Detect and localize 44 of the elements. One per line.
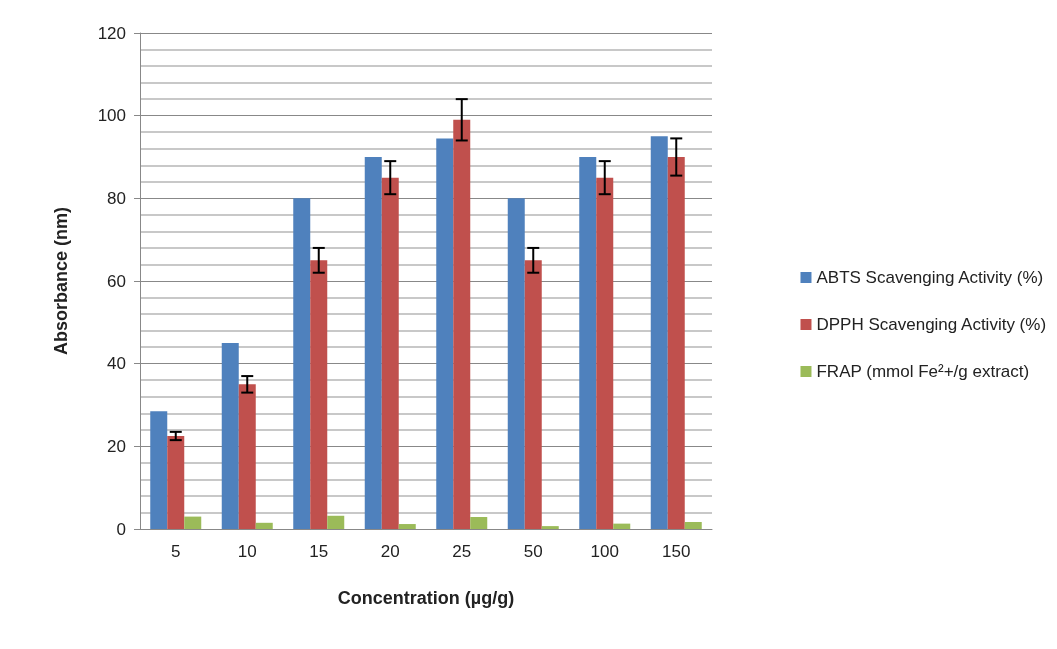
legend-label: FRAP (mmol Fe²+/g extract): [816, 362, 1030, 381]
bar: [436, 138, 454, 529]
bar: [221, 343, 239, 529]
x-tick-label: 20: [380, 542, 400, 561]
bar: [327, 515, 345, 529]
bar: [650, 136, 668, 529]
bar: [579, 157, 597, 529]
bar: [150, 411, 168, 529]
bar: [364, 157, 382, 529]
bar: [238, 384, 256, 529]
x-tick-label: 10: [237, 542, 257, 561]
y-tick-label: 80: [107, 188, 126, 208]
bar: [613, 523, 631, 529]
x-tick-label: 25: [452, 542, 472, 561]
bar: [507, 198, 525, 529]
legend-label: ABTS Scavenging Activity (%): [816, 268, 1044, 287]
bar: [667, 157, 685, 529]
bar: [524, 260, 542, 529]
y-tick-label: 40: [107, 354, 126, 374]
x-tick-label: 5: [171, 542, 181, 561]
bar: [184, 516, 202, 529]
bar: [310, 260, 328, 529]
y-tick-label: 60: [107, 271, 126, 291]
bar: [541, 526, 559, 529]
y-axis-title: Absorbance (nm): [51, 206, 71, 356]
y-tick-label: 100: [97, 106, 126, 126]
bar: [453, 119, 471, 529]
x-tick-label: 50: [523, 542, 543, 561]
y-tick-label: 0: [116, 519, 126, 539]
legend-label: DPPH Scavenging Activity (%): [816, 315, 1047, 334]
x-axis-title: Concentration (µg/g): [337, 588, 515, 608]
bar: [293, 198, 311, 529]
bar: [684, 521, 702, 529]
bar: [255, 522, 273, 529]
x-tick-label: 150: [662, 542, 691, 561]
bar: [381, 177, 399, 529]
bar: [596, 177, 614, 529]
bar: [398, 524, 416, 529]
y-tick-label: 20: [107, 436, 126, 456]
x-tick-label: 15: [309, 542, 329, 561]
bar: [167, 436, 185, 529]
y-tick-label: 120: [97, 23, 126, 43]
x-tick-label: 100: [590, 542, 619, 561]
bar: [470, 517, 488, 529]
